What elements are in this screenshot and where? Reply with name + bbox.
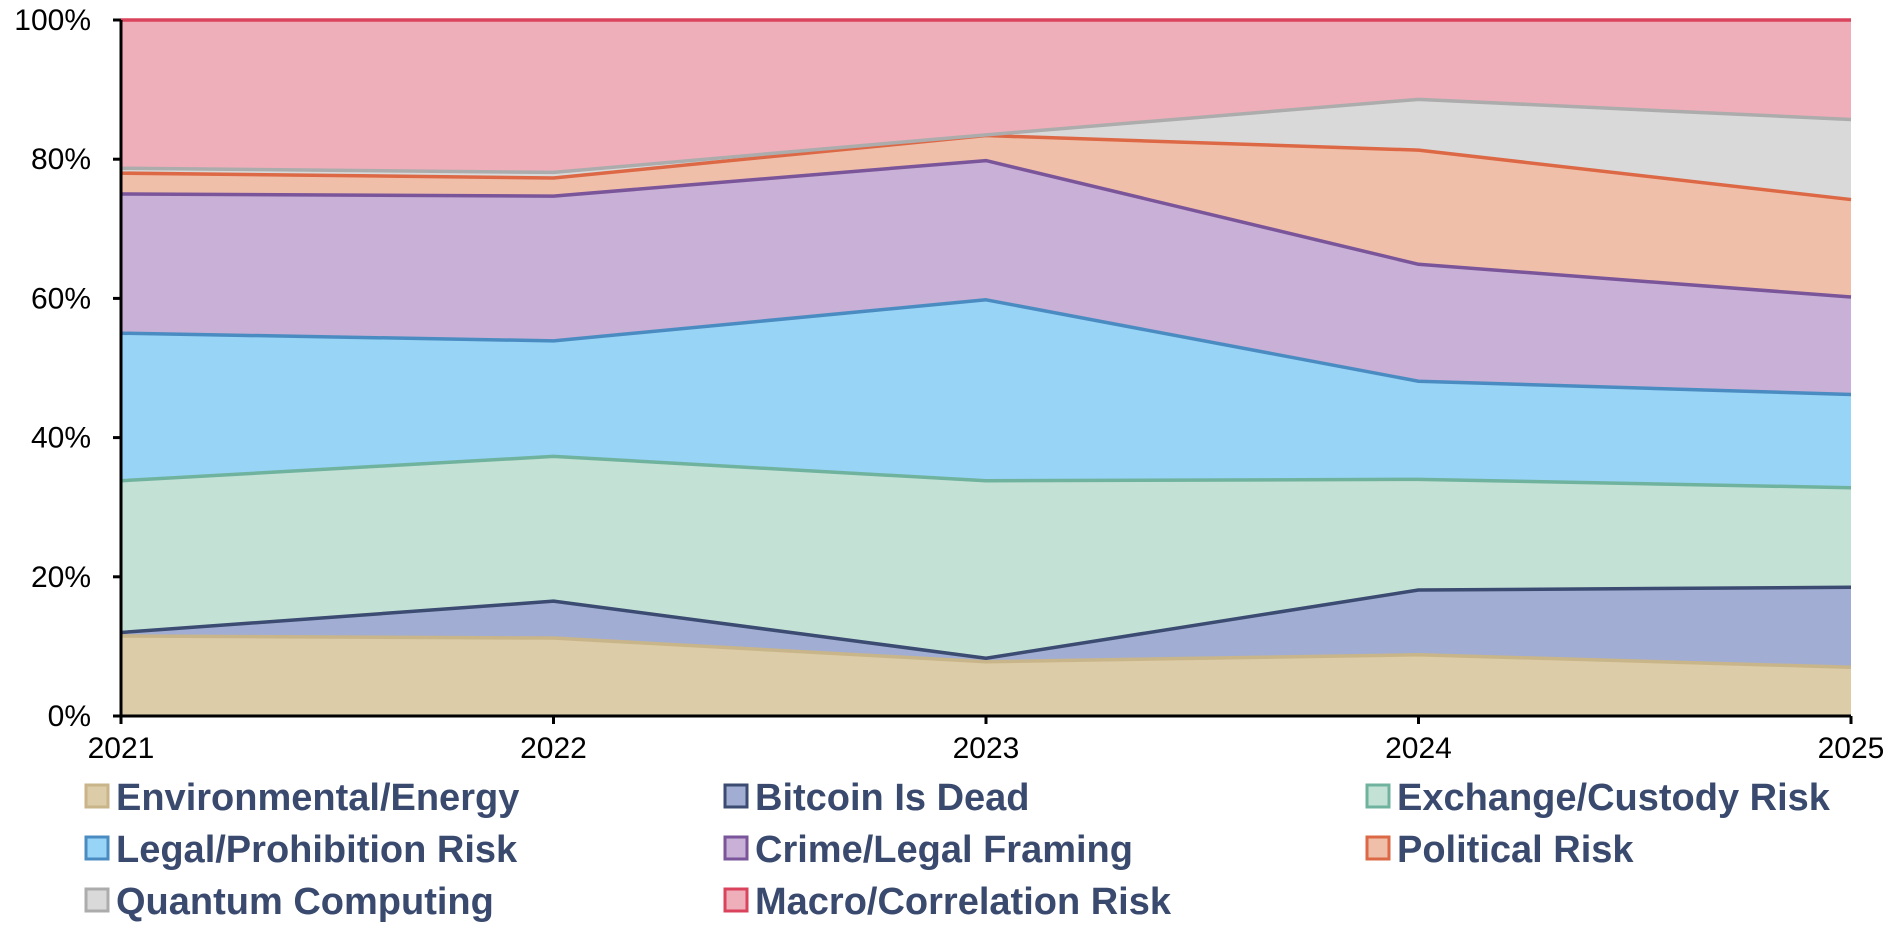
- legend-label: Environmental/Energy: [116, 777, 519, 819]
- legend-label: Bitcoin Is Dead: [755, 777, 1030, 819]
- line-quantum-computing: [120, 97, 1852, 175]
- y-tick-label: 20%: [31, 561, 91, 594]
- area-quantum-computing: [121, 99, 1851, 200]
- line-bitcoin-is-dead: [120, 585, 1852, 660]
- area-exchange-custody-risk: [121, 456, 1851, 659]
- x-tick-label: 2023: [953, 732, 1020, 765]
- area-crime-legal-framing: [121, 160, 1851, 395]
- legend: Environmental/Energy Bitcoin Is Dead Excha…: [84, 777, 1831, 923]
- legend-label: Quantum Computing: [116, 881, 494, 923]
- legend-item-macro-correlation-risk: Macro/Correlation Risk: [723, 881, 1172, 923]
- area-bitcoin-is-dead: [121, 587, 1851, 668]
- legend-label: Crime/Legal Framing: [755, 829, 1133, 871]
- legend-swatch: [723, 835, 749, 861]
- legend-label: Legal/Prohibition Risk: [116, 829, 518, 871]
- line-environmental-energy: [120, 634, 1852, 670]
- area-macro-correlation-risk: [121, 20, 1851, 173]
- legend-label: Exchange/Custody Risk: [1397, 777, 1831, 819]
- legend-item-exchange-custody-risk: Exchange/Custody Risk: [1365, 777, 1831, 819]
- legend-swatch: [84, 783, 110, 809]
- legend-swatch: [1365, 783, 1391, 809]
- legend-item-environmental-energy: Environmental/Energy: [84, 777, 519, 819]
- y-tick-labels: 0% 20% 40% 60% 80% 100%: [14, 4, 121, 733]
- legend-label: Political Risk: [1397, 829, 1634, 871]
- x-tick-label: 2021: [88, 732, 155, 765]
- line-legal-prohibition-risk: [120, 298, 1852, 397]
- x-tick-label: 2022: [520, 732, 587, 765]
- line-crime-legal-framing: [120, 158, 1852, 299]
- x-tick-labels: 2021 2022 2023 2024 2025: [88, 716, 1885, 765]
- legend-item-political-risk: Political Risk: [1365, 829, 1634, 871]
- x-tick-label: 2025: [1818, 732, 1885, 765]
- y-tick-label: 0%: [48, 700, 91, 733]
- area-legal-prohibition-risk: [121, 299, 1851, 488]
- x-tick-label: 2024: [1385, 732, 1452, 765]
- legend-item-crime-legal-framing: Crime/Legal Framing: [723, 829, 1133, 871]
- area-layers: [120, 18, 1852, 716]
- area-political-risk: [121, 135, 1851, 298]
- legend-item-quantum-computing: Quantum Computing: [84, 881, 494, 923]
- legend-item-legal-prohibition-risk: Legal/Prohibition Risk: [84, 829, 518, 871]
- line-exchange-custody-risk: [120, 454, 1852, 490]
- legend-swatch: [723, 783, 749, 809]
- y-tick-label: 100%: [14, 4, 91, 37]
- legend-swatch: [84, 835, 110, 861]
- legend-item-bitcoin-is-dead: Bitcoin Is Dead: [723, 777, 1030, 819]
- y-tick-label: 80%: [31, 143, 91, 176]
- y-tick-label: 60%: [31, 282, 91, 315]
- legend-label: Macro/Correlation Risk: [755, 881, 1172, 923]
- legend-swatch: [84, 887, 110, 913]
- legend-swatch: [1365, 835, 1391, 861]
- legend-swatch: [723, 887, 749, 913]
- y-tick-label: 40%: [31, 422, 91, 455]
